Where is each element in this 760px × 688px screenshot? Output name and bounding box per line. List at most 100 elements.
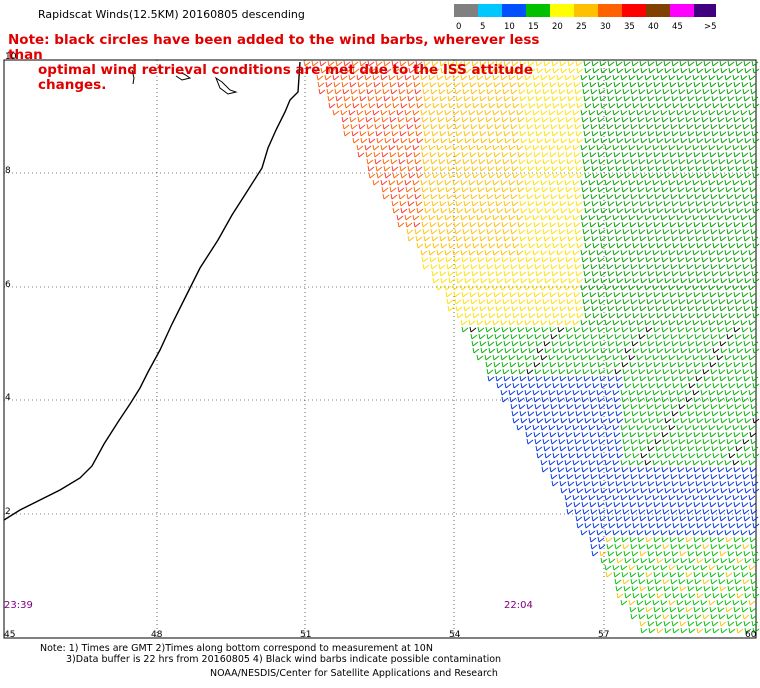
wind-barb — [388, 144, 396, 151]
wind-barb — [486, 298, 494, 305]
wind-barb — [453, 221, 461, 228]
wind-barb — [736, 592, 744, 599]
wind-barb — [532, 284, 540, 291]
wind-barb — [725, 186, 733, 193]
wind-barb — [584, 137, 592, 144]
wind-barb — [429, 81, 437, 88]
wind-barb — [734, 88, 742, 95]
wind-barb — [717, 186, 725, 193]
wind-barb — [511, 270, 519, 277]
wind-barb — [612, 494, 620, 501]
wind-barb — [520, 172, 528, 179]
wind-barb — [600, 242, 608, 249]
wind-barb — [735, 60, 743, 67]
wind-barb — [750, 438, 758, 445]
wind-barb — [574, 368, 582, 375]
wind-barb — [743, 305, 751, 312]
wind-barb — [720, 487, 728, 494]
wind-barb — [685, 396, 693, 403]
wind-barb — [644, 249, 652, 256]
wind-barb — [470, 333, 478, 340]
wind-barb — [376, 137, 384, 144]
wind-barb — [656, 452, 664, 459]
wind-barb — [736, 102, 744, 109]
wind-barb — [742, 613, 750, 620]
wind-barb — [661, 326, 669, 333]
wind-barb — [724, 214, 732, 221]
wind-barb — [404, 109, 412, 116]
wind-barb — [655, 270, 663, 277]
wind-barb — [366, 123, 374, 130]
wind-barb — [728, 242, 736, 249]
wind-barb — [543, 305, 551, 312]
wind-barb — [372, 109, 380, 116]
wind-barb — [640, 627, 648, 634]
wind-barb — [488, 207, 496, 214]
wind-barb — [432, 277, 440, 284]
wind-barb — [679, 340, 687, 347]
wind-barb — [423, 95, 431, 102]
wind-barb — [405, 116, 413, 123]
wind-barb — [592, 417, 600, 424]
wind-barb — [524, 74, 532, 81]
wind-barb — [621, 361, 629, 368]
wind-barb — [551, 270, 559, 277]
wind-barb — [575, 200, 583, 207]
wind-barb — [413, 221, 421, 228]
wind-barb — [620, 249, 628, 256]
wind-barb — [701, 396, 709, 403]
wind-barb — [710, 368, 718, 375]
wind-barb — [636, 459, 644, 466]
wind-barb — [711, 130, 719, 137]
wind-barb — [556, 319, 564, 326]
wind-barb — [732, 494, 740, 501]
wind-barb — [560, 277, 568, 284]
wind-barb — [661, 466, 669, 473]
wind-barb — [612, 109, 620, 116]
wind-barb — [536, 312, 544, 319]
wind-barb — [672, 627, 680, 634]
wind-barb — [695, 95, 703, 102]
wind-barb — [670, 263, 678, 270]
wind-barb — [686, 438, 694, 445]
wind-barb — [717, 431, 725, 438]
wind-barb — [639, 305, 647, 312]
wind-barb — [525, 431, 533, 438]
wind-barb — [528, 207, 536, 214]
wind-barb — [432, 207, 440, 214]
wind-barb — [487, 235, 495, 242]
wind-barb — [429, 256, 437, 263]
wind-barb — [646, 508, 654, 515]
wind-barb — [703, 95, 711, 102]
wind-barb — [542, 228, 550, 235]
wind-barb — [741, 81, 749, 88]
wind-barb — [509, 326, 517, 333]
wind-barb — [559, 410, 567, 417]
wind-barb — [399, 200, 407, 207]
wind-barb — [576, 207, 584, 214]
wind-barb — [596, 249, 604, 256]
wind-barb — [511, 200, 519, 207]
wind-barb — [663, 340, 671, 347]
wind-barb — [597, 536, 605, 543]
wind-barb — [535, 165, 543, 172]
wind-barb — [652, 459, 660, 466]
wind-barb — [567, 410, 575, 417]
wind-barb — [694, 263, 702, 270]
wind-barb — [605, 571, 613, 578]
wind-barb — [718, 88, 726, 95]
wind-barb — [692, 144, 700, 151]
note-line-2: optimal wind retrieval conditions are me… — [38, 62, 533, 93]
wind-barb — [732, 214, 740, 221]
wind-barb — [752, 277, 760, 284]
wind-barb — [509, 396, 517, 403]
wind-barb — [559, 375, 567, 382]
wind-barb — [637, 396, 645, 403]
wind-barb — [709, 81, 717, 88]
wind-barb — [591, 550, 599, 557]
wind-barb — [576, 242, 584, 249]
wind-barb — [583, 60, 591, 67]
wind-barb — [463, 270, 471, 277]
wind-barb — [743, 200, 751, 207]
wind-barb — [704, 277, 712, 284]
